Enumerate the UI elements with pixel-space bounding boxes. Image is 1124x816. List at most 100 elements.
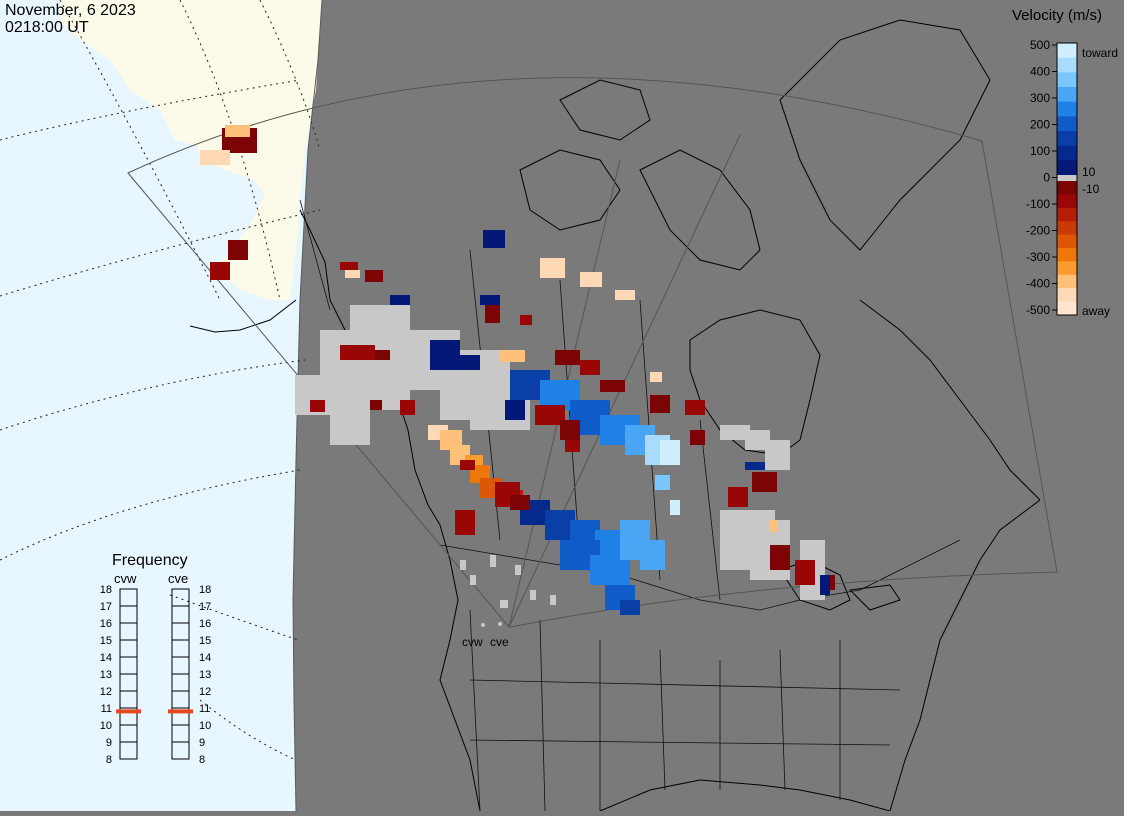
state-lines <box>469 609 901 812</box>
colorbar-segment-away <box>1057 248 1077 262</box>
scatter-cell <box>340 345 375 360</box>
colorbar-tick-label: 400 <box>1030 65 1050 79</box>
frequency-tick-label: 17 <box>100 601 112 613</box>
colorbar-ticks: 500 400 300 200 100 0 -100 -200 -300 -400 -500 <box>1026 38 1057 317</box>
colorbar-segment-zero <box>1057 175 1077 181</box>
colorbar-segment-toward <box>1057 131 1077 147</box>
scatter-cell <box>770 545 790 570</box>
colorbar-segment-toward <box>1057 160 1077 176</box>
colorbar-segment-away <box>1057 261 1077 276</box>
scatter-cell <box>370 400 382 410</box>
greenland <box>779 19 991 251</box>
scatter-cell <box>728 487 748 507</box>
inner-label-minus10: -10 <box>1082 182 1100 196</box>
scatter-cell <box>345 270 360 278</box>
frequency-tick-label: 16 <box>199 618 211 630</box>
radar-sites: cvw cve <box>462 622 509 649</box>
colorbar-tick-label: 300 <box>1030 91 1050 105</box>
scatter-cell <box>500 600 508 608</box>
colorbar-segment-away <box>1057 207 1077 222</box>
frequency-tick-label: 10 <box>100 720 112 732</box>
radar-label-cve: cve <box>490 635 509 649</box>
scatter-cell <box>200 150 230 165</box>
scatter-cell <box>430 340 460 370</box>
scatter-cell <box>375 350 390 360</box>
scatter-cell <box>520 315 532 325</box>
scatter-cell <box>460 460 475 470</box>
colorbar-tick-label: 0 <box>1043 171 1050 185</box>
colorbar-tick-label: 100 <box>1030 144 1050 158</box>
frequency-indicator-cve <box>168 709 193 714</box>
scatter-cell <box>340 262 358 270</box>
colorbar-tick-label: 500 <box>1030 38 1050 52</box>
frequency-tick-label: 11 <box>199 703 210 715</box>
inner-label-plus10: 10 <box>1082 165 1096 179</box>
scatter-cell <box>505 400 525 420</box>
frequency-tick-label: 12 <box>100 686 112 698</box>
backscatter-cells <box>200 125 835 615</box>
frequency-tick-label: 15 <box>199 635 211 647</box>
colorbar-segment-away <box>1057 181 1077 195</box>
scatter-cell <box>228 240 248 260</box>
west-coast <box>299 209 481 812</box>
colorbar-tick-label: -200 <box>1026 224 1050 238</box>
scatter-cell <box>483 230 505 248</box>
scatter-cell <box>745 462 765 470</box>
colorbar-segment-toward <box>1057 72 1077 88</box>
colorbar-segment-away <box>1057 234 1077 249</box>
scatter-cell <box>470 575 476 585</box>
day-ocean <box>0 0 322 811</box>
scatter-cell <box>640 540 665 570</box>
colorbar-segment-away <box>1057 301 1077 316</box>
scatter-cell <box>485 305 500 323</box>
alaska-border <box>299 199 331 311</box>
frequency-tick-label: 16 <box>100 618 112 630</box>
radar-site-cvw <box>481 623 485 627</box>
scatter-cell <box>330 395 370 445</box>
colorbar-segments <box>1057 43 1077 316</box>
east-coast <box>889 499 1041 812</box>
scatter-cell <box>515 565 521 575</box>
colorbar-segment-toward <box>1057 101 1077 117</box>
frequency-indicator-cvw <box>116 709 141 714</box>
frequency-tick-label: 8 <box>106 754 112 766</box>
scatter-cell <box>820 575 830 595</box>
scatter-cell <box>560 420 580 440</box>
label-toward: toward <box>1082 46 1118 60</box>
colorbar-segment-away <box>1057 221 1077 236</box>
frequency-radar-cvw: cvw <box>114 571 137 586</box>
frequency-tick-label: 14 <box>100 652 112 664</box>
scatter-cell <box>580 360 600 375</box>
header: November, 6 2023 0218:00 UT <box>5 2 136 36</box>
scatter-cell <box>765 440 790 470</box>
colorbar-segment-toward <box>1057 87 1077 103</box>
scatter-cell <box>310 400 325 412</box>
colorbar-title: Velocity (m/s) <box>1012 7 1102 24</box>
day-side <box>0 0 322 811</box>
frequency-tick-label: 11 <box>101 703 112 715</box>
date-label: November, 6 2023 <box>5 2 136 19</box>
scatter-cell <box>655 475 670 490</box>
scatter-cell <box>650 395 670 413</box>
scatter-cell <box>490 555 496 567</box>
scatter-cell <box>365 270 383 282</box>
frequency-tick-label: 18 <box>199 584 211 596</box>
scatter-cell <box>460 355 480 370</box>
frequency-tick-label: 13 <box>199 669 211 681</box>
frequency-tick-label: 14 <box>199 652 211 664</box>
colorbar-segment-away <box>1057 288 1077 303</box>
scatter-cell <box>620 600 640 615</box>
alaska-peninsula <box>189 299 297 333</box>
scatter-cell <box>565 440 580 452</box>
gulf-coast <box>599 779 891 812</box>
scatter-cell <box>555 350 580 365</box>
frequency-tick-label: 18 <box>100 584 112 596</box>
scatter-cell <box>455 510 475 535</box>
colorbar-tick-label: -500 <box>1026 303 1050 317</box>
coastlines <box>189 19 1041 812</box>
colorbar-tick-label: -300 <box>1026 250 1050 264</box>
scatter-cell <box>795 560 815 585</box>
frequency-tick-label: 12 <box>199 686 211 698</box>
